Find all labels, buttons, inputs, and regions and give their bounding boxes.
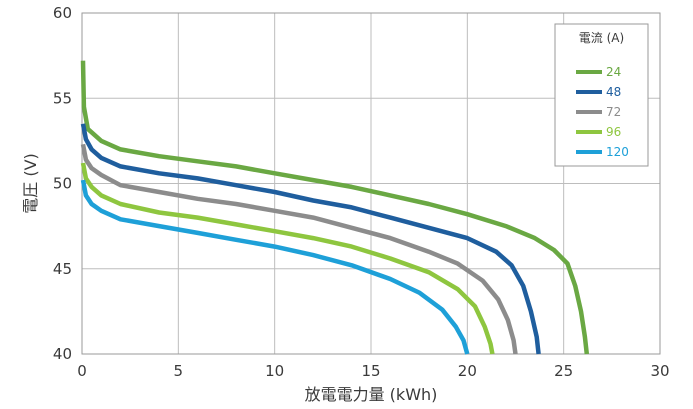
x-tick-label: 25 (554, 362, 573, 380)
legend-title: 電流 (A) (579, 31, 624, 45)
y-tick-label: 40 (53, 345, 72, 363)
x-tick-label: 5 (174, 362, 184, 380)
y-axis-title: 電圧 (V) (21, 153, 40, 214)
y-tick-label: 45 (53, 260, 72, 278)
series-lines (80, 60, 590, 355)
x-tick-label: 15 (361, 362, 380, 380)
x-tick-label: 10 (265, 362, 284, 380)
y-tick-labels: 40 45 50 55 60 (53, 4, 72, 363)
series-line-96 (80, 162, 495, 355)
legend-label-96: 96 (606, 125, 621, 139)
series-line-120 (80, 179, 470, 355)
x-tick-label: 0 (77, 362, 87, 380)
series-line-48 (80, 123, 541, 355)
x-tick-label: 20 (458, 362, 477, 380)
legend-box (554, 23, 649, 167)
y-tick-label: 50 (53, 175, 72, 193)
y-tick-label: 55 (53, 89, 72, 107)
legend-label-24: 24 (606, 65, 621, 79)
legend-label-120: 120 (606, 145, 629, 159)
legend: 電流 (A) 24 48 72 96 120 (554, 23, 649, 167)
series-line-24 (80, 60, 590, 355)
x-tick-labels: 0 5 10 15 20 25 30 (77, 362, 669, 380)
legend-label-72: 72 (606, 105, 621, 119)
x-tick-label: 30 (650, 362, 669, 380)
legend-label-48: 48 (606, 85, 621, 99)
series-line-72 (80, 143, 518, 355)
y-tick-label: 60 (53, 4, 72, 22)
x-axis-title: 放電電力量 (kWh) (305, 385, 438, 404)
legend-items: 24 48 72 96 120 (576, 65, 629, 159)
